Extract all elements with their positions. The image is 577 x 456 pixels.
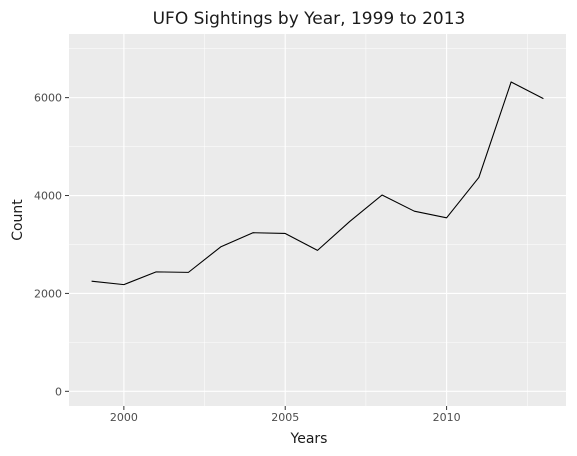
- x-axis-title: Years: [290, 431, 328, 447]
- y-axis: 0 2000 4000 6000: [34, 92, 69, 398]
- y-tick-label: 4000: [34, 190, 62, 203]
- x-tick-label: 2005: [271, 411, 299, 424]
- y-tick-label: 6000: [34, 92, 62, 105]
- series-line-0: [91, 81, 544, 286]
- y-tick-label: 0: [55, 385, 62, 398]
- x-tick-label: 2000: [110, 411, 138, 424]
- series-group: [91, 81, 544, 286]
- grid-lines: [69, 34, 566, 406]
- x-tick-label: 2010: [433, 411, 461, 424]
- plot-panel: [69, 34, 566, 406]
- chart-title: UFO Sightings by Year, 1999 to 2013: [153, 9, 466, 29]
- y-tick-label: 2000: [34, 287, 62, 300]
- x-axis: 2000 2005 2010: [110, 406, 461, 424]
- y-axis-title: Count: [10, 199, 26, 241]
